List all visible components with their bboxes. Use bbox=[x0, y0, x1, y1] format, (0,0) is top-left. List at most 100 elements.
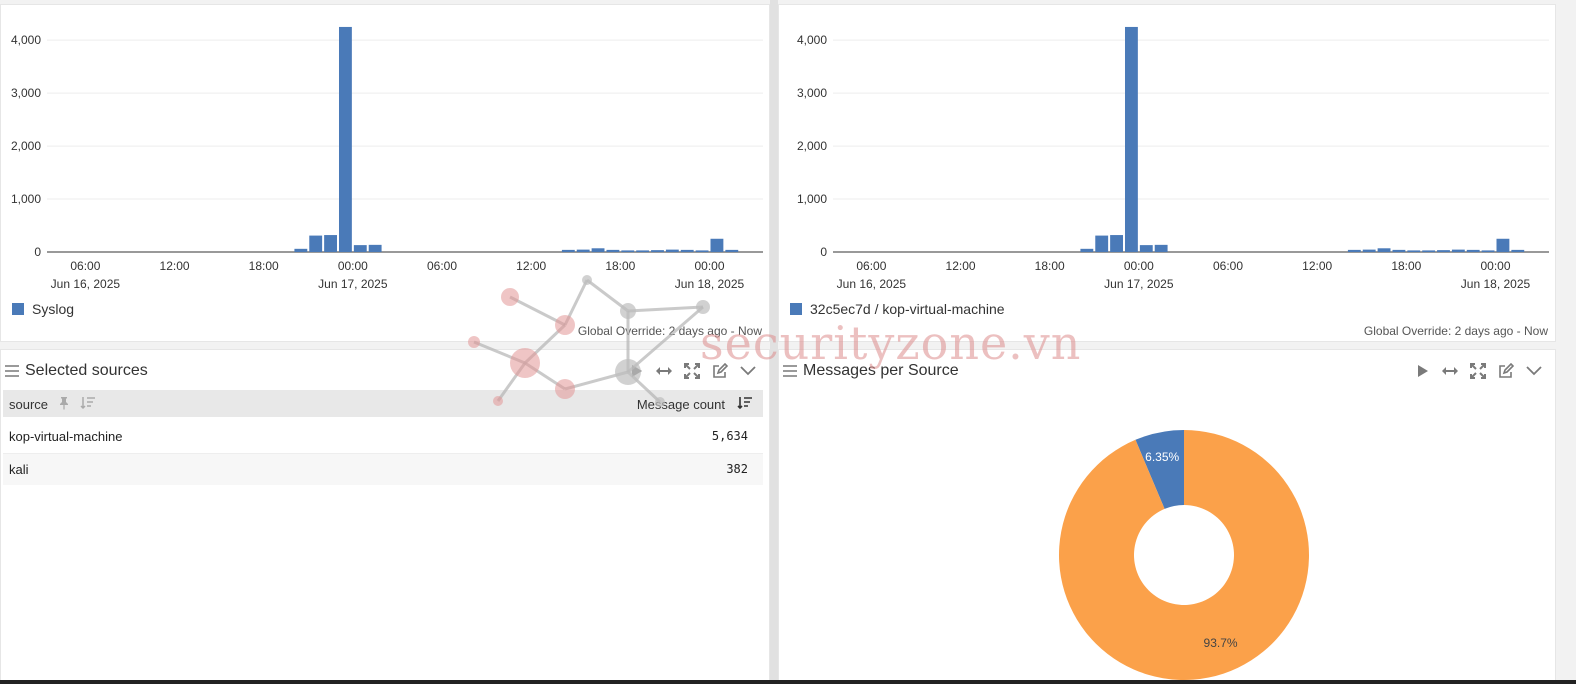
y-tick-label: 4,000 bbox=[797, 33, 827, 47]
edit-icon[interactable] bbox=[1497, 362, 1515, 380]
x-tick-label: 12:00 bbox=[160, 259, 190, 273]
pie-slice[interactable] bbox=[1059, 430, 1309, 680]
x-tick-label: 18:00 bbox=[1035, 259, 1065, 273]
histogram-bar[interactable] bbox=[1496, 238, 1510, 252]
histogram-bar[interactable] bbox=[1511, 249, 1525, 252]
histogram-bar[interactable] bbox=[636, 250, 650, 252]
column-header-source[interactable]: source bbox=[9, 396, 96, 413]
histogram-bar[interactable] bbox=[680, 249, 694, 252]
pie-slice-label: 6.35% bbox=[1145, 450, 1179, 464]
histogram-bar[interactable] bbox=[1124, 26, 1138, 253]
cell-source[interactable]: kali bbox=[9, 462, 29, 477]
column-header-label: source bbox=[9, 397, 49, 412]
panel-toolbar bbox=[1413, 360, 1543, 382]
histogram-bar[interactable] bbox=[353, 245, 367, 252]
histogram-bar[interactable] bbox=[309, 235, 323, 252]
histogram-bar[interactable] bbox=[1154, 244, 1168, 252]
x-tick-label: 06:00 bbox=[1213, 259, 1243, 273]
sort-icon[interactable] bbox=[737, 396, 753, 413]
y-tick-label: 1,000 bbox=[797, 192, 827, 206]
pin-icon[interactable] bbox=[58, 396, 70, 413]
fullscreen-icon[interactable] bbox=[1469, 362, 1487, 380]
histogram-bar[interactable] bbox=[1080, 248, 1094, 252]
histogram-bar[interactable] bbox=[725, 249, 739, 252]
histogram-bar[interactable] bbox=[1422, 250, 1436, 252]
histogram-bar[interactable] bbox=[561, 249, 575, 252]
histogram-bar[interactable] bbox=[651, 250, 664, 252]
drag-handle-icon[interactable] bbox=[783, 365, 797, 377]
x-tick-label: 00:00 bbox=[1480, 259, 1510, 273]
y-tick-label: 3,000 bbox=[11, 86, 41, 100]
histogram-bar[interactable] bbox=[1362, 249, 1376, 252]
time-override-label: Global Override: 2 days ago - Now bbox=[1363, 324, 1548, 338]
table-row[interactable]: kop-virtual-machine 5,634 bbox=[3, 421, 763, 453]
panel-title: Selected sources bbox=[25, 362, 148, 379]
histogram-bar[interactable] bbox=[1110, 235, 1123, 252]
donut-chart: 6.35% 93.7% bbox=[1059, 430, 1309, 680]
histogram-bar[interactable] bbox=[695, 250, 709, 252]
sort-icon[interactable] bbox=[80, 396, 96, 413]
expand-horizontal-icon[interactable] bbox=[1441, 362, 1459, 380]
pie-slice[interactable] bbox=[1135, 430, 1184, 509]
message-histogram-panel-syslog: 0 1,000 2,000 3,000 4,000 06:00 Jun 16, 2025 12… bbox=[0, 4, 770, 342]
histogram-bar[interactable] bbox=[591, 248, 605, 252]
selected-sources-panel: Selected sources source bbox=[0, 349, 770, 684]
histogram-chart-syslog: 0 1,000 2,000 3,000 4,000 06:00 Jun 16, 2025 12… bbox=[11, 26, 763, 291]
fullscreen-icon[interactable] bbox=[683, 362, 701, 380]
edit-icon[interactable] bbox=[711, 362, 729, 380]
histogram-bar[interactable] bbox=[1437, 250, 1450, 252]
pie-slice-label: 93.7% bbox=[1204, 636, 1238, 650]
histogram-bar[interactable] bbox=[665, 249, 679, 252]
histogram-bar[interactable] bbox=[1095, 235, 1109, 252]
x-date-label: Jun 16, 2025 bbox=[51, 277, 121, 291]
histogram-bar[interactable] bbox=[606, 249, 620, 252]
cell-source[interactable]: kop-virtual-machine bbox=[9, 429, 123, 444]
chevron-down-icon[interactable] bbox=[1525, 362, 1543, 380]
column-header-message-count[interactable]: Message count bbox=[637, 396, 753, 413]
histogram-bar[interactable] bbox=[1139, 245, 1153, 252]
x-date-label: Jun 18, 2025 bbox=[675, 277, 745, 291]
x-date-label: Jun 17, 2025 bbox=[318, 277, 388, 291]
messages-per-source-panel: Messages per Source 6.35% 93.7% bbox=[778, 349, 1556, 684]
bottom-border bbox=[0, 680, 1576, 684]
panel-header: Selected sources bbox=[1, 360, 769, 382]
histogram-bar[interactable] bbox=[1481, 250, 1495, 252]
histogram-bar[interactable] bbox=[338, 26, 352, 253]
histogram-bar[interactable] bbox=[1407, 250, 1421, 252]
histogram-bar[interactable] bbox=[1451, 249, 1465, 252]
legend-label: Syslog bbox=[32, 301, 75, 317]
panel-title: Messages per Source bbox=[803, 362, 959, 379]
panel-header: Messages per Source bbox=[779, 360, 1555, 382]
histogram-bar[interactable] bbox=[1347, 249, 1361, 252]
x-date-label: Jun 16, 2025 bbox=[837, 277, 907, 291]
histogram-bar[interactable] bbox=[576, 249, 590, 252]
play-icon[interactable] bbox=[1413, 362, 1431, 380]
play-icon[interactable] bbox=[627, 362, 645, 380]
expand-horizontal-icon[interactable] bbox=[655, 362, 673, 380]
histogram-chart-source: 0 1,000 2,000 3,000 4,000 06:00 Jun 16, 2025 12… bbox=[797, 26, 1549, 291]
histogram-bar[interactable] bbox=[1377, 248, 1391, 252]
chevron-down-icon[interactable] bbox=[739, 362, 757, 380]
legend-swatch bbox=[790, 303, 802, 315]
histogram-bar[interactable] bbox=[621, 250, 635, 252]
cell-message-count: 5,634 bbox=[711, 429, 748, 443]
table-row[interactable]: kali 382 bbox=[3, 453, 763, 485]
histogram-bar[interactable] bbox=[1392, 249, 1406, 252]
y-tick-label: 4,000 bbox=[11, 33, 41, 47]
chart-legend[interactable]: Syslog bbox=[12, 301, 74, 317]
panel-toolbar bbox=[627, 360, 757, 382]
histogram-bar[interactable] bbox=[1466, 249, 1480, 252]
histogram-bar[interactable] bbox=[324, 235, 337, 252]
y-tick-label: 0 bbox=[34, 245, 41, 259]
x-tick-label: 06:00 bbox=[427, 259, 457, 273]
x-tick-label: 06:00 bbox=[856, 259, 886, 273]
drag-handle-icon[interactable] bbox=[5, 365, 19, 377]
y-tick-label: 3,000 bbox=[797, 86, 827, 100]
chart-legend[interactable]: 32c5ec7d / kop-virtual-machine bbox=[790, 301, 1005, 317]
x-date-label: Jun 17, 2025 bbox=[1104, 277, 1174, 291]
histogram-bar[interactable] bbox=[368, 244, 382, 252]
histogram-bar[interactable] bbox=[710, 238, 724, 252]
y-tick-label: 2,000 bbox=[797, 139, 827, 153]
histogram-bar[interactable] bbox=[294, 248, 308, 252]
x-tick-label: 18:00 bbox=[249, 259, 279, 273]
